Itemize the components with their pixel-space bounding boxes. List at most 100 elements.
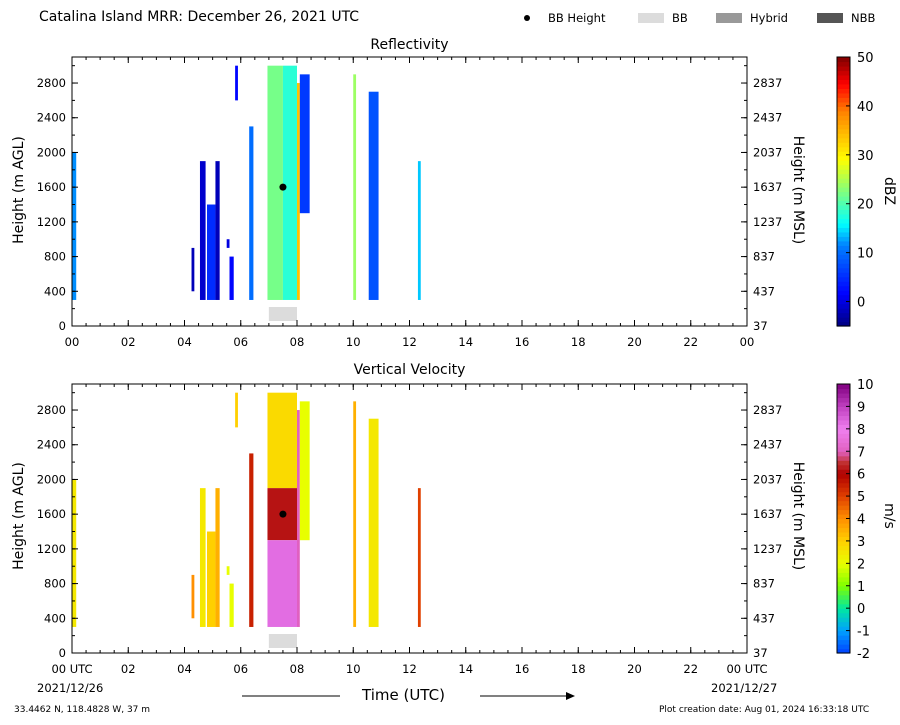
y-tick-label-right: 1637	[753, 507, 782, 521]
colorbar-frame	[836, 56, 851, 327]
colorbar-segment	[837, 317, 850, 323]
colorbar-tick-label: 0	[857, 296, 865, 311]
colorbar-segment	[837, 303, 850, 309]
echo-column	[199, 488, 206, 627]
y-tick-label-right: 2037	[753, 472, 782, 486]
bright-band-bar	[268, 634, 297, 648]
echo-column	[417, 161, 421, 300]
colorbar-segment	[837, 97, 850, 103]
colorbar-segment	[837, 200, 850, 206]
colorbar-segment	[837, 446, 850, 452]
echo-column	[353, 74, 357, 300]
colorbar-segment	[837, 635, 850, 641]
y-tick-label-right: 2437	[753, 438, 782, 452]
colorbar-segment	[837, 572, 850, 578]
echo-column	[299, 401, 310, 541]
echo-column	[199, 161, 206, 300]
echo-column	[72, 152, 77, 300]
colorbar-segment	[837, 487, 850, 493]
y-tick-label-left: 2000	[37, 472, 66, 486]
colorbar-tick-label: 2	[857, 557, 865, 572]
colorbar-segment	[837, 240, 850, 246]
plot-frame	[71, 56, 748, 327]
colorbar-segment	[837, 79, 850, 85]
colorbar-tick-label: -1	[857, 625, 870, 640]
colorbar-segment	[837, 204, 850, 211]
colorbar-segment	[837, 469, 850, 475]
echo-column	[368, 91, 379, 300]
time-arrows	[242, 692, 575, 700]
colorbar-segment	[837, 630, 850, 636]
y-tick-label-left: 2000	[37, 145, 66, 159]
y-tick-label-left: 0	[59, 646, 66, 660]
y-tick-label-right: 37	[753, 319, 768, 333]
colorbar-tick-label: 10	[857, 247, 874, 262]
colorbar-segment	[837, 612, 850, 618]
y-tick-label-left: 800	[44, 250, 66, 264]
x-tick-label: 08	[290, 662, 305, 676]
colorbar-segment	[837, 527, 850, 533]
colorbar-segment	[837, 514, 850, 520]
x-tick-label: 20	[627, 662, 642, 676]
y-tick-label-right: 1237	[753, 215, 782, 229]
colorbar-segment	[837, 536, 850, 542]
y-tick-label-right: 1237	[753, 542, 782, 556]
colorbar-segment	[837, 415, 850, 421]
colorbar-segment	[837, 101, 850, 107]
x-tick-label: 00	[740, 335, 755, 349]
creation-date-note: Plot creation date: Aug 01, 2024 16:33:1…	[659, 705, 870, 715]
colorbar-segment	[837, 254, 850, 260]
bright-band-bar	[268, 307, 297, 321]
legend-item-nbb: NBB	[817, 11, 875, 25]
y-tick-label-left: 400	[44, 284, 66, 298]
colorbar-segment	[837, 500, 850, 506]
colorbar-segment	[837, 639, 850, 645]
y-tick-label-right: 37	[753, 646, 768, 660]
y-tick-label-left: 1600	[37, 180, 66, 194]
colorbar-segment	[837, 401, 850, 408]
colorbar-segment	[837, 236, 850, 242]
colorbar-segment	[837, 110, 850, 116]
x-tick-label: 06	[233, 662, 248, 676]
colorbar-tick-label: 0	[857, 602, 865, 617]
colorbar-tick-label: 30	[857, 149, 874, 164]
colorbar-segment	[837, 312, 850, 318]
colorbar-segment	[837, 142, 850, 148]
colorbar-segment	[837, 617, 850, 623]
colorbar-segment	[837, 397, 850, 403]
y-tick-label-left: 2800	[37, 403, 66, 417]
colorbar-segment	[837, 576, 850, 582]
colorbar-segment	[837, 299, 850, 305]
start-date: 2021/12/26	[37, 681, 104, 695]
x-tick-label: 08	[290, 335, 305, 349]
y-tick-label-left: 1600	[37, 507, 66, 521]
x-tick-label: 18	[571, 335, 586, 349]
colorbar-segment	[837, 478, 850, 484]
y-tick-label-left: 2400	[37, 111, 66, 125]
y-tick-label-right: 437	[753, 611, 775, 625]
colorbar-segment	[837, 231, 850, 237]
colorbar-segment	[837, 388, 850, 394]
x-tick-label: 16	[515, 335, 530, 349]
y-tick-label-right: 2037	[753, 145, 782, 159]
colorbar-segment	[837, 308, 850, 314]
colorbar-segment	[837, 267, 850, 273]
legend-swatch	[817, 13, 843, 23]
colorbar-segment	[837, 531, 850, 538]
colorbar-segment	[837, 151, 850, 157]
colorbar-segment	[837, 437, 850, 443]
colorbar-segment	[837, 128, 850, 134]
colorbar-tick-label: -2	[857, 647, 870, 662]
colorbar-segment	[837, 384, 850, 390]
echo-column	[215, 488, 220, 627]
colorbar-segment	[837, 433, 850, 439]
echo-column	[368, 418, 379, 627]
colorbar-segment	[837, 392, 850, 399]
colorbar-segment	[837, 146, 850, 152]
colorbar-segment	[837, 173, 850, 179]
colorbar-segment	[837, 245, 850, 251]
plot-frame	[71, 383, 748, 654]
colorbar-tick-label: 10	[857, 378, 874, 393]
x-tick-label: 14	[458, 335, 473, 349]
